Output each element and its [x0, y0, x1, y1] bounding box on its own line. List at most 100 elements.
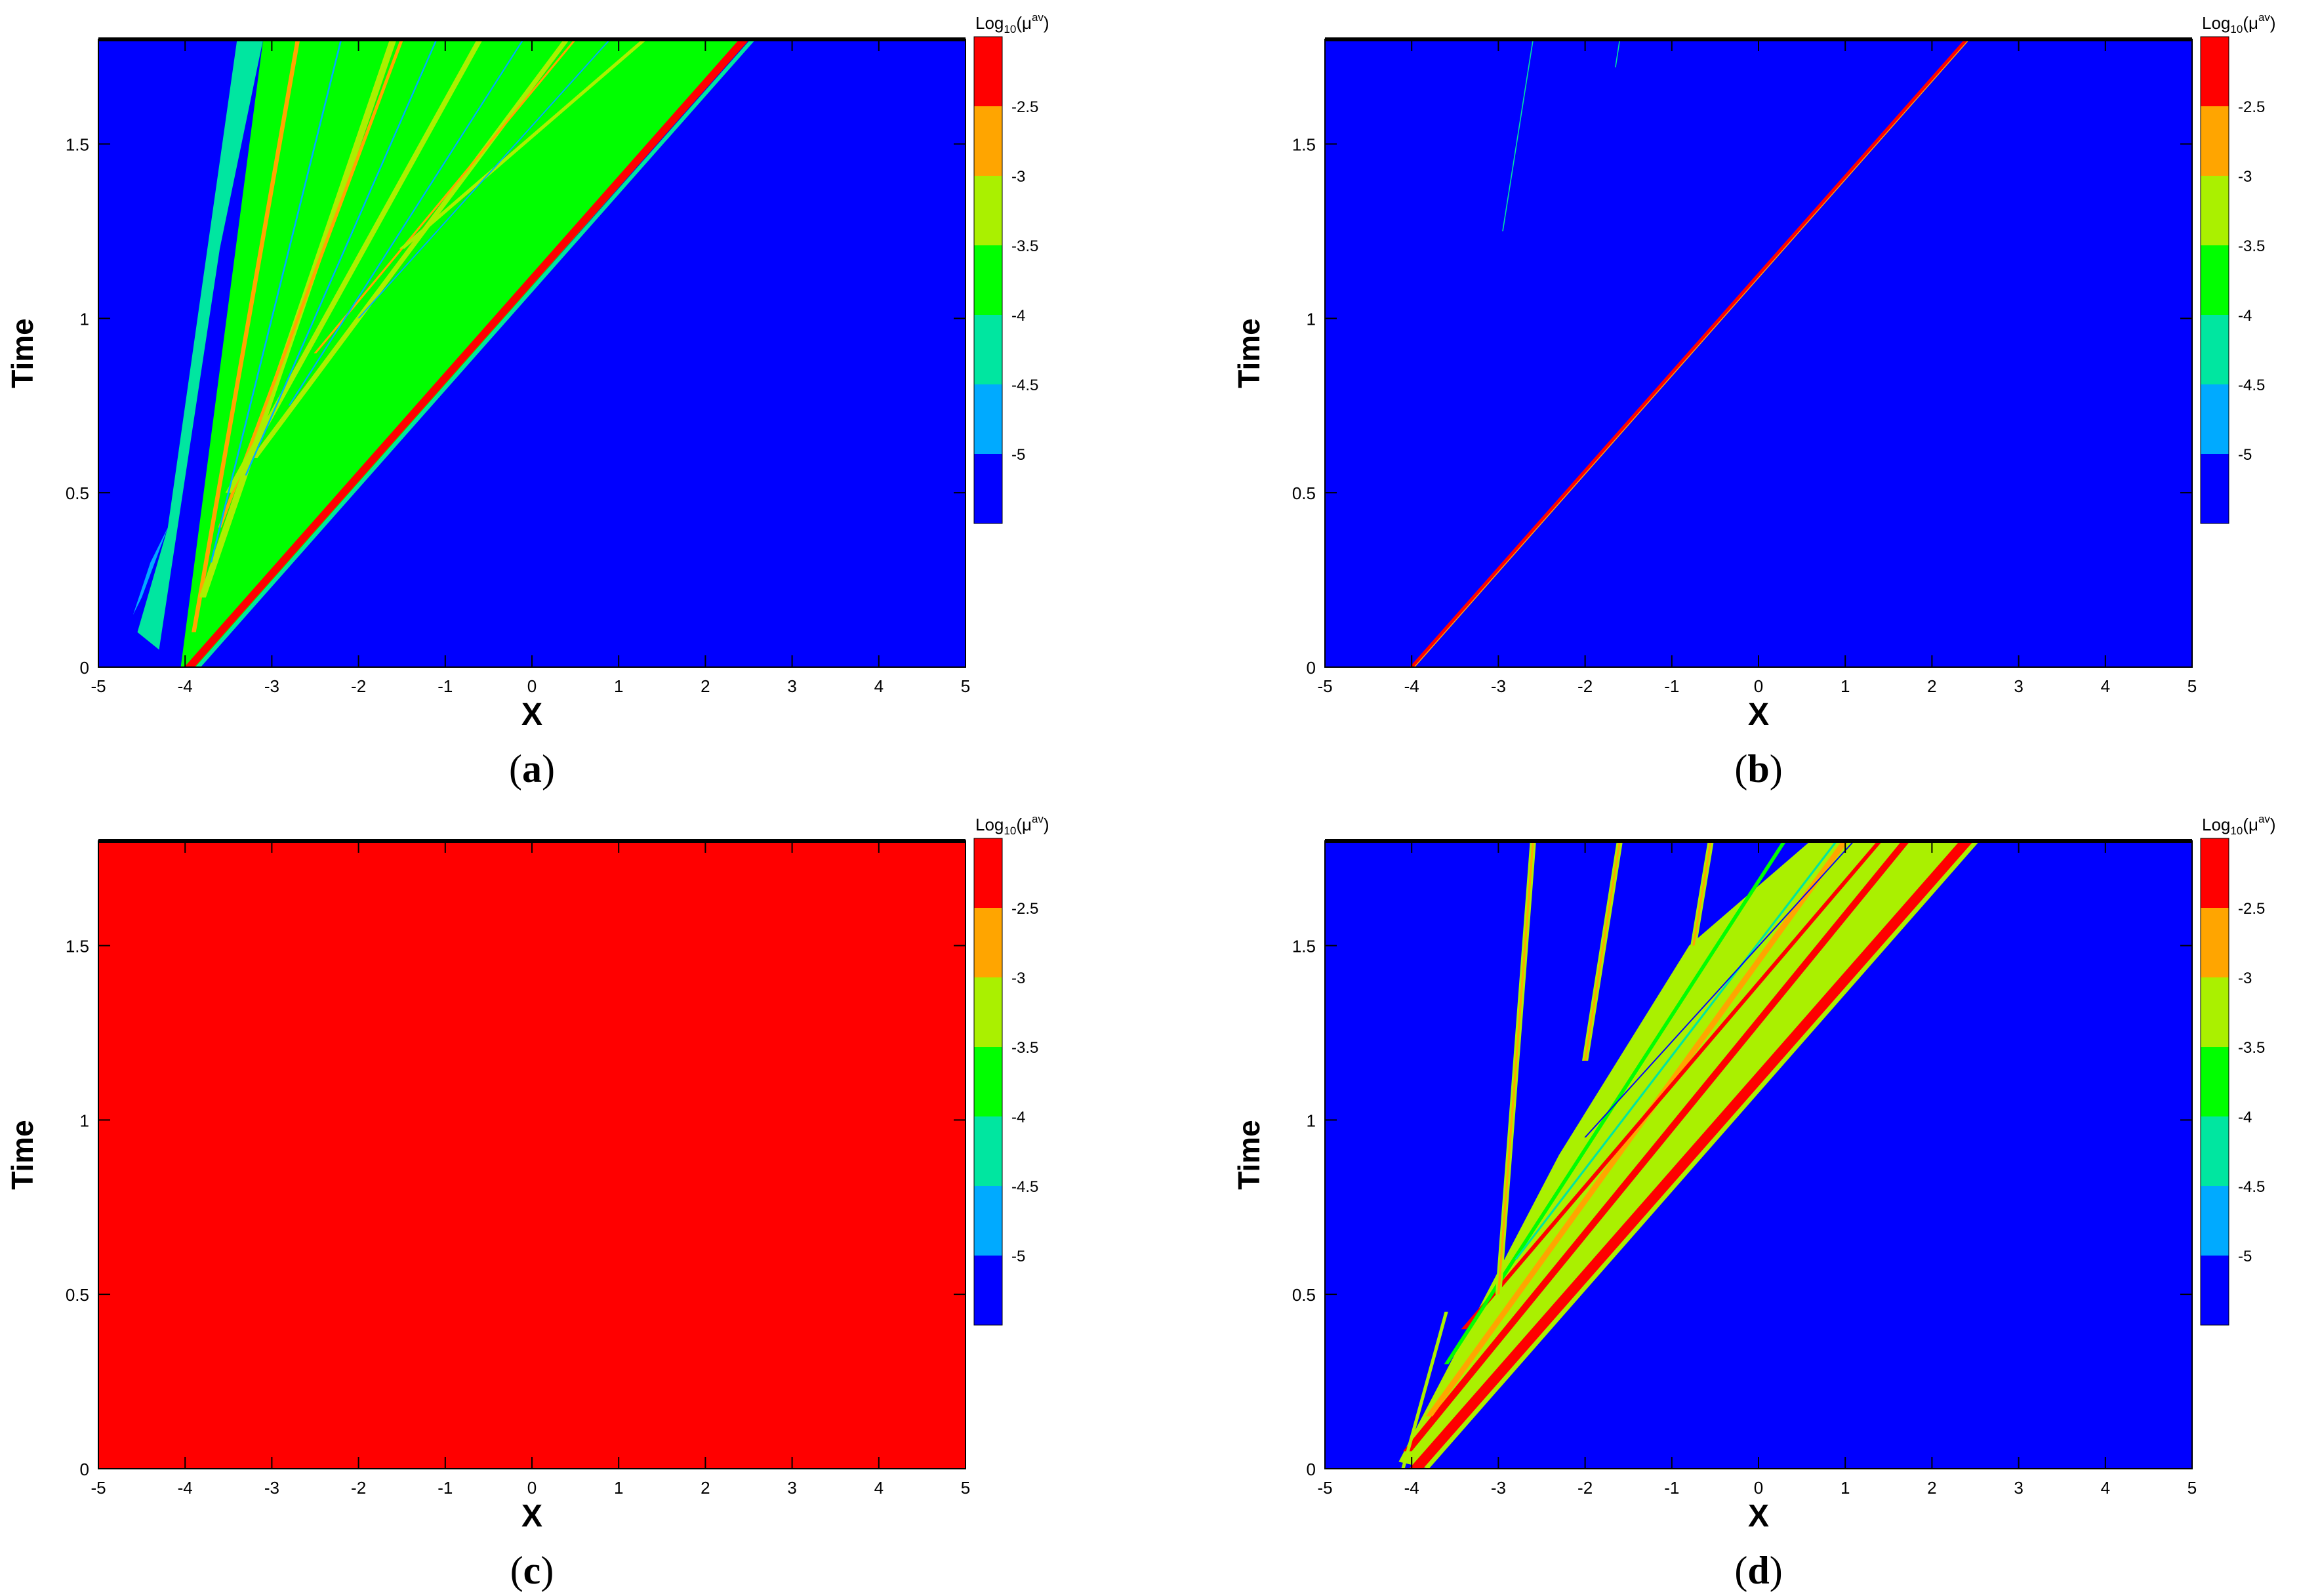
x-tick-label: 4	[874, 676, 884, 696]
colorbar-level-label: -4.5	[1011, 1178, 1038, 1196]
band-shock-edge	[1414, 39, 1970, 667]
band-inner-blue	[1584, 841, 1855, 1137]
colorbar-swatch	[974, 454, 1002, 523]
colorbar-title-base: Log	[975, 13, 1004, 33]
y-tick-label: 1.5	[1292, 937, 1316, 956]
colorbar-swatch	[2201, 176, 2229, 245]
colorbar-swatch	[2201, 315, 2229, 384]
x-axis-title: X	[521, 1499, 542, 1534]
band-wave-3	[218, 39, 404, 528]
colorbar-title: Log10(μav)	[975, 813, 1049, 837]
colorbar-swatch	[2201, 1186, 2229, 1256]
plot-background	[1325, 39, 2192, 667]
x-tick-label: 3	[787, 1478, 796, 1498]
x-axis-title: X	[1748, 1499, 1769, 1534]
x-tick-label: 0	[527, 1478, 537, 1498]
colorbar-swatch	[2201, 908, 2229, 977]
band-wave-6	[314, 39, 577, 354]
colorbar-swatch	[974, 1186, 1002, 1256]
y-tick-label: 0.5	[66, 483, 89, 503]
x-tick-label: -4	[178, 1478, 193, 1498]
colorbar-frame	[973, 36, 1003, 524]
y-axis-title: Time	[5, 1120, 39, 1190]
band-faint-2	[1615, 39, 1621, 68]
x-tick-label: 0	[1754, 676, 1763, 696]
caption-open: (	[1734, 1549, 1747, 1592]
y-axis-title: Time	[5, 318, 39, 388]
colorbar-title-base: Log	[2202, 815, 2230, 834]
colorbar-title: Log10(μav)	[2202, 11, 2276, 35]
colorbar-swatch	[974, 384, 1002, 454]
band-blue-streak-2	[245, 39, 437, 476]
colorbar-title-sup: av	[2258, 11, 2270, 24]
colorbar-title-base: Log	[975, 815, 1004, 834]
colorbar-d: -2.5 -3 -3.5 -4 -4.5 -5 Log10(μav)	[2200, 813, 2276, 1326]
x-tick-label: -5	[91, 676, 106, 696]
band-wave-1	[192, 39, 300, 632]
colorbar-title-paren-close: )	[1044, 815, 1049, 834]
caption-letter: a	[522, 747, 542, 790]
colorbar-swatch	[2201, 454, 2229, 523]
colorbar-frame	[2200, 838, 2229, 1326]
colorbar-level-label: -4	[1011, 307, 1025, 325]
x-tick-label: -4	[1404, 1478, 1419, 1498]
colorbar-title-paren-open: (μ	[1016, 815, 1032, 834]
caption-close: )	[1770, 747, 1783, 790]
colorbar-swatch	[2201, 1047, 2229, 1116]
band-shock-2	[1403, 841, 1911, 1452]
band-shock-4	[1461, 841, 1882, 1330]
band-wave-7	[399, 39, 647, 249]
colorbar-swatch	[2201, 1256, 2229, 1325]
colorbar-title-paren-open: (μ	[2243, 815, 2258, 834]
band-shock-edge	[195, 39, 756, 667]
colorbar-title-paren-close: )	[1044, 13, 1049, 33]
panel-d: -5 -4 -3 -2 -1 0 1 2 3 4 5 0 0.5 1 1.5 X Time (d) -2.5 -3 -3…	[1232, 813, 2276, 1592]
panel-caption: (c)	[510, 1549, 554, 1592]
caption-letter: c	[523, 1549, 541, 1592]
colorbar-swatch	[2201, 37, 2229, 106]
x-tick-label: -1	[1664, 676, 1679, 696]
colorbar-level-label: -3.5	[2238, 1039, 2265, 1057]
colorbar-level-label: -3	[1011, 168, 1025, 186]
plot-area-a	[98, 39, 966, 667]
colorbar-title-paren-close: )	[2270, 815, 2276, 834]
colorbar-level-label: -3.5	[2238, 237, 2265, 255]
colorbar-title-sup: av	[1032, 11, 1044, 24]
colorbar-level-label: -5	[1011, 1248, 1025, 1265]
colorbar-level-label: -2.5	[1011, 98, 1038, 116]
colorbar-level-label: -4	[1011, 1109, 1025, 1126]
panel-b: -5 -4 -3 -2 -1 0 1 2 3 4 5 0 0.5 1 1.5 X Time (b) -2.5 -3 -3…	[1232, 11, 2276, 790]
x-tick-label: 5	[961, 1478, 970, 1498]
colorbar-swatch	[974, 315, 1002, 384]
caption-close: )	[1770, 1549, 1783, 1592]
region-fan-edge-cyan	[137, 39, 264, 650]
x-tick-label: -3	[1491, 676, 1506, 696]
x-tick-label: 2	[701, 676, 710, 696]
y-tick-label: 0	[1307, 658, 1316, 678]
colorbar-title-base: Log	[2202, 13, 2230, 33]
x-tick-label: -1	[1664, 1478, 1679, 1498]
y-tick-label: 1.5	[66, 135, 89, 155]
x-tick-label: 1	[614, 1478, 623, 1498]
colorbar-level-label: -3	[2238, 168, 2252, 186]
band-inner-cyan	[1514, 841, 1838, 1259]
x-tick-label: 4	[2101, 676, 2110, 696]
x-axis-title: X	[1748, 697, 1769, 732]
plot-area-b	[1325, 39, 2192, 667]
colorbar-level-label: -3	[1011, 970, 1025, 987]
x-tick-label: -2	[1577, 1478, 1593, 1498]
x-tick-label: 4	[2101, 1478, 2110, 1498]
colorbar-level-label: -2.5	[1011, 900, 1038, 918]
colorbar-a: -2.5 -3 -3.5 -4 -4.5 -5 Log10(μav)	[973, 11, 1049, 524]
colorbar-swatch	[2201, 977, 2229, 1047]
x-tick-label: -2	[351, 1478, 366, 1498]
plot-area-d	[1325, 841, 2192, 1469]
caption-open: (	[509, 747, 522, 790]
caption-letter: d	[1747, 1549, 1769, 1592]
colorbar-c: -2.5 -3 -3.5 -4 -4.5 -5 Log10(μav)	[973, 813, 1049, 1326]
colorbar-title-sub: 10	[2230, 825, 2243, 837]
panel-caption: (d)	[1734, 1549, 1782, 1592]
colorbar-level-label: -2.5	[2238, 900, 2265, 918]
x-tick-label: -5	[1317, 676, 1332, 696]
